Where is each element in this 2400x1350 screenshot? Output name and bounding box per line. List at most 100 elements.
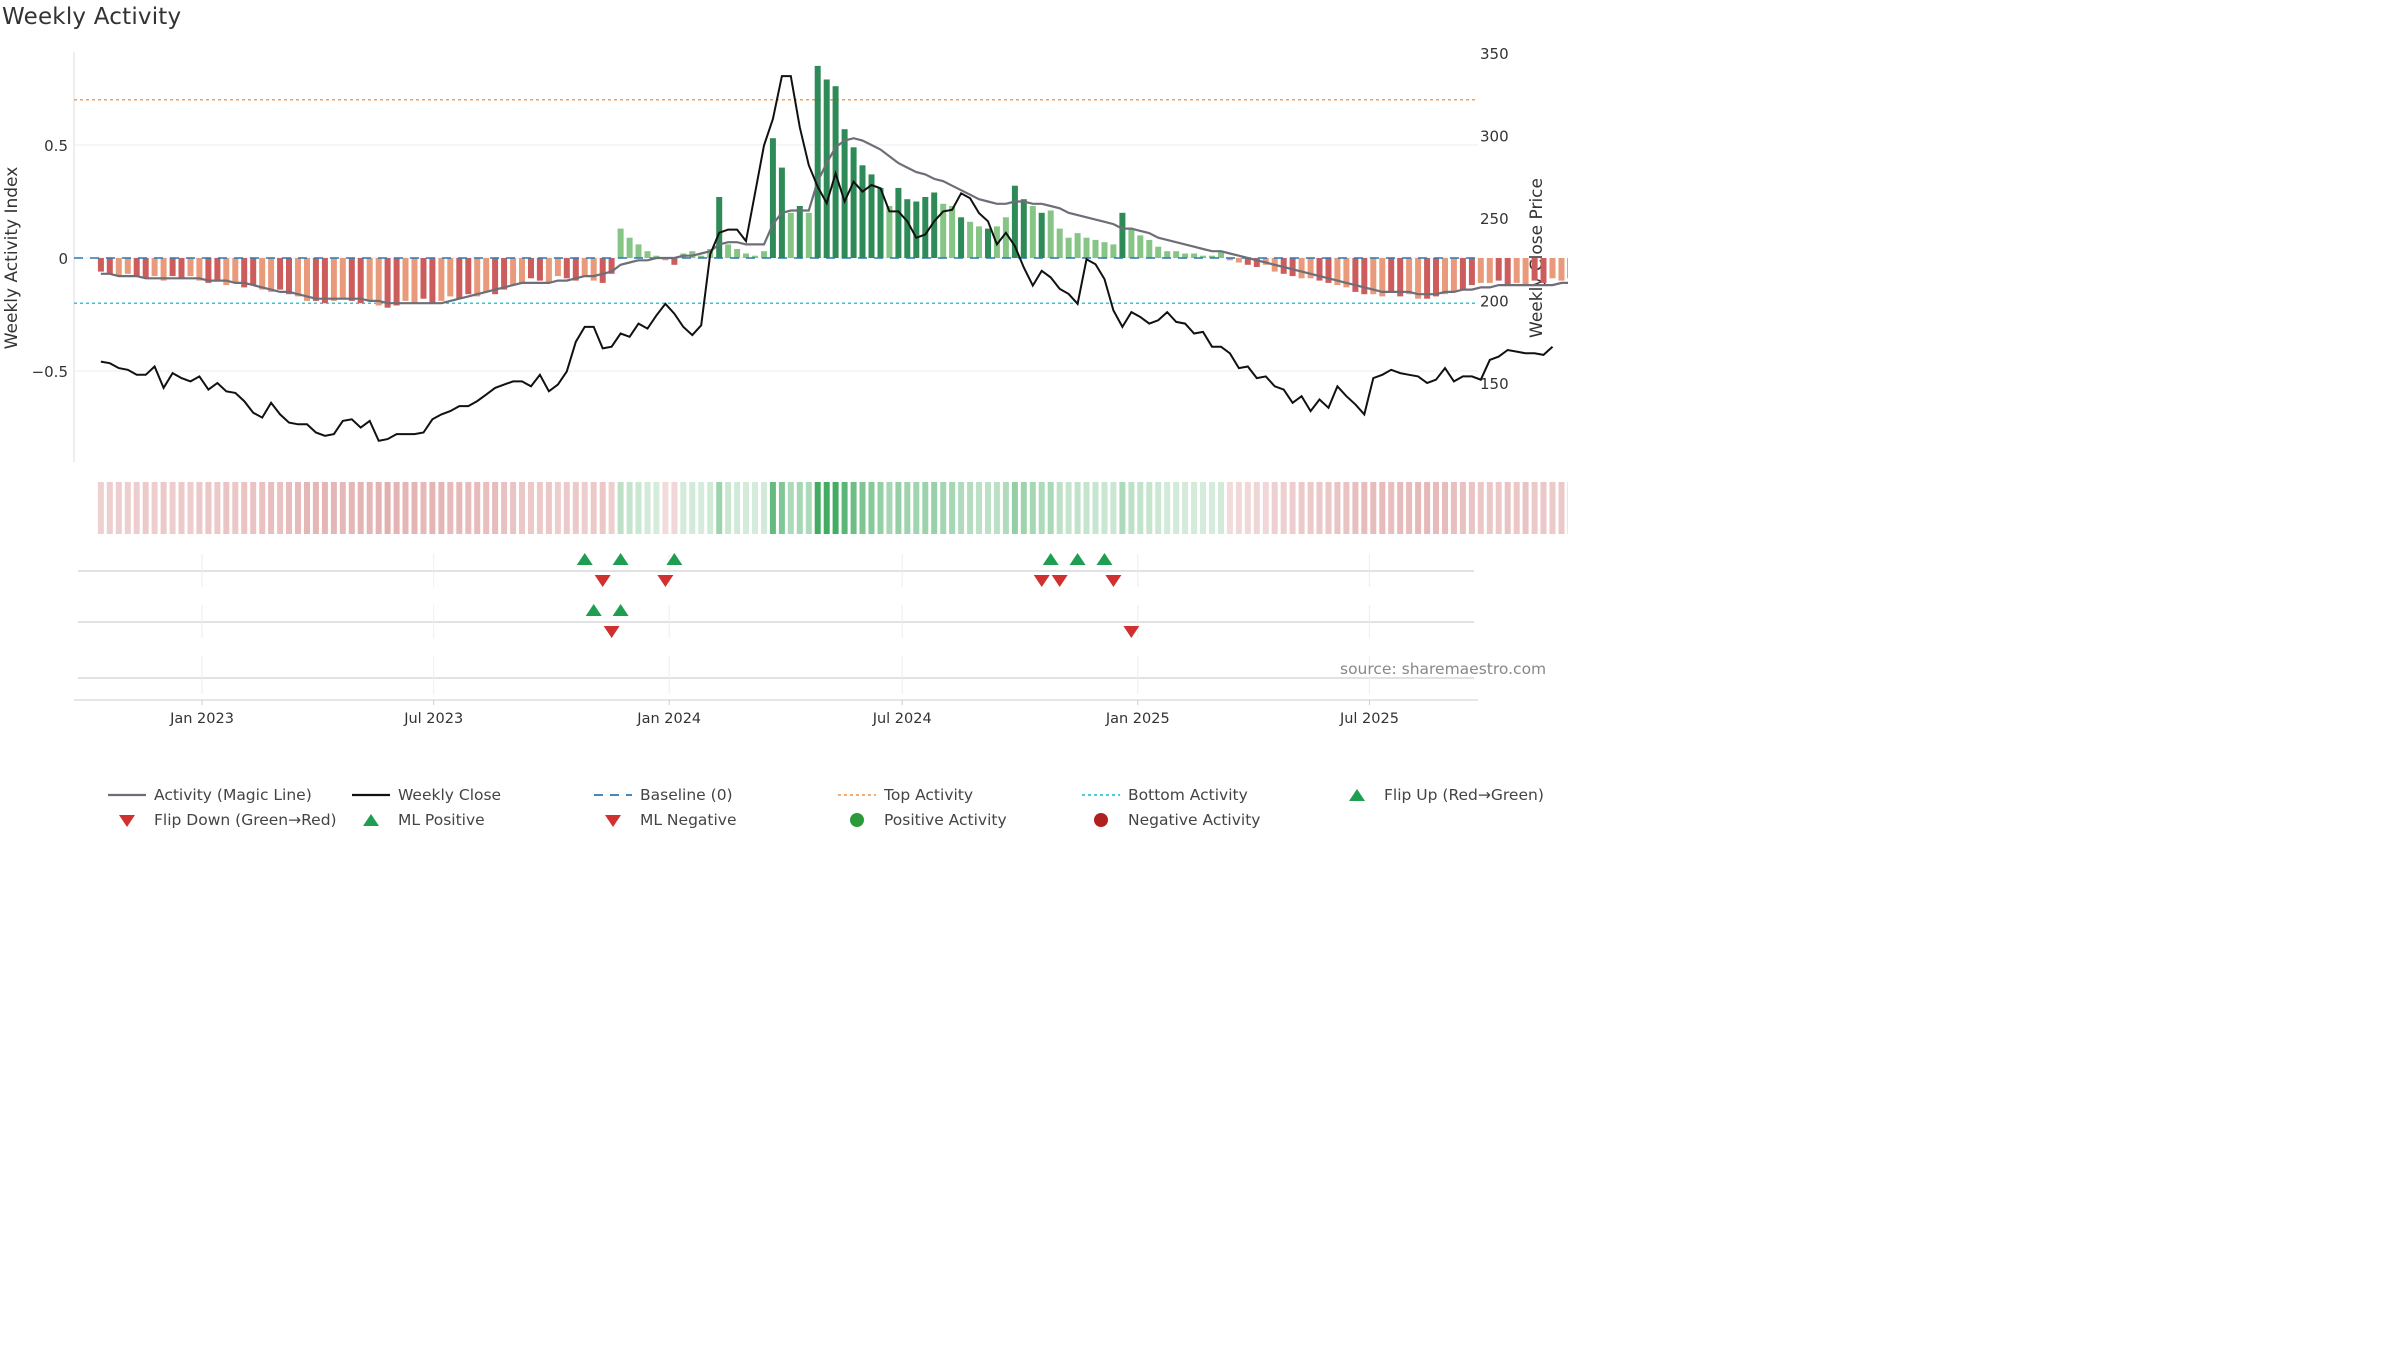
heat-cell bbox=[850, 482, 857, 534]
legend-symbol bbox=[352, 793, 390, 797]
heat-cell bbox=[133, 482, 140, 534]
legend-label: Activity (Magic Line) bbox=[154, 786, 312, 804]
activity-bar bbox=[1531, 258, 1538, 281]
heat-cell bbox=[519, 482, 525, 534]
legend-item: Baseline (0) bbox=[592, 786, 733, 804]
flip-up-marker bbox=[1042, 553, 1059, 565]
activity-bar bbox=[653, 255, 660, 258]
activity-bar bbox=[312, 258, 319, 301]
y-tick-label: 0.5 bbox=[44, 137, 68, 155]
activity-bar bbox=[1442, 258, 1448, 295]
legend-item: Bottom Activity bbox=[1080, 786, 1248, 804]
activity-bar bbox=[277, 258, 284, 290]
heat-cell bbox=[1450, 482, 1457, 534]
activity-bar bbox=[1450, 258, 1457, 292]
activity-bar bbox=[787, 212, 794, 258]
chart-canvas: 0.5 0 −0.5 350 300 250 200 150 Weekly Activity I… bbox=[2, 45, 1568, 727]
y2-tick-label: 250 bbox=[1480, 210, 1509, 228]
heat-cell bbox=[1567, 482, 1568, 534]
heat-cell bbox=[214, 482, 221, 534]
activity-bar bbox=[1370, 258, 1377, 295]
activity-bar bbox=[169, 258, 176, 277]
heat-cell bbox=[528, 482, 534, 534]
heat-cell bbox=[985, 482, 991, 534]
heat-cell bbox=[653, 482, 660, 534]
activity-bar bbox=[106, 258, 113, 274]
legend-symbol bbox=[838, 794, 876, 796]
activity-bar bbox=[1486, 258, 1493, 283]
heat-cell bbox=[752, 482, 758, 534]
activity-bar bbox=[716, 197, 723, 258]
heat-cell bbox=[1325, 482, 1332, 534]
heat-cell bbox=[232, 482, 239, 534]
heat-cell bbox=[1379, 482, 1386, 534]
activity-bar bbox=[1253, 258, 1260, 267]
activity-bar bbox=[1173, 251, 1180, 258]
activity-bar bbox=[644, 251, 651, 258]
activity-bar bbox=[1155, 246, 1162, 258]
activity-bar bbox=[841, 129, 848, 258]
activity-bar bbox=[1218, 251, 1224, 258]
activity-bar bbox=[1038, 212, 1045, 258]
heat-cell bbox=[743, 482, 749, 534]
heat-cell bbox=[1459, 482, 1466, 534]
activity-bar bbox=[438, 258, 445, 301]
heat-cell bbox=[1486, 482, 1493, 534]
legend-symbol bbox=[363, 814, 379, 826]
activity-bar bbox=[456, 258, 463, 299]
flip-down-marker bbox=[1033, 575, 1050, 587]
source-credit: source: sharemaestro.com bbox=[1340, 660, 1547, 678]
heat-cell bbox=[796, 482, 803, 534]
heat-cell bbox=[411, 482, 418, 534]
heat-cell bbox=[832, 482, 839, 534]
activity-bar bbox=[850, 147, 857, 258]
activity-bar bbox=[1415, 258, 1422, 299]
activity-bar bbox=[286, 258, 292, 295]
activity-bar bbox=[1209, 255, 1215, 258]
ml-negative-marker bbox=[603, 626, 620, 638]
activity-bar bbox=[671, 258, 678, 265]
activity-bar bbox=[1361, 258, 1368, 295]
heat-cell bbox=[393, 482, 400, 534]
heat-cell bbox=[357, 482, 364, 534]
activity-bar bbox=[528, 258, 534, 279]
activity-bar bbox=[743, 253, 749, 258]
heat-cell bbox=[590, 482, 597, 534]
activity-bar bbox=[1522, 258, 1529, 286]
activity-bar bbox=[501, 258, 508, 290]
activity-bar bbox=[142, 258, 149, 279]
heat-cell bbox=[554, 482, 561, 534]
activity-bar bbox=[133, 258, 140, 277]
activity-bar bbox=[519, 258, 525, 283]
legend-item: ML Positive bbox=[350, 811, 485, 829]
heat-cell bbox=[698, 482, 705, 534]
heat-cell bbox=[886, 482, 893, 534]
activity-bar bbox=[384, 258, 391, 308]
heat-cell bbox=[841, 482, 848, 534]
activity-bar bbox=[1200, 255, 1206, 258]
heat-cell bbox=[366, 482, 373, 534]
activity-bar bbox=[877, 187, 884, 258]
activity-bar bbox=[339, 258, 346, 299]
heat-cell bbox=[456, 482, 463, 534]
activity-bar bbox=[823, 79, 830, 258]
activity-bar bbox=[124, 258, 131, 274]
heat-cell bbox=[1110, 482, 1117, 534]
activity-bar bbox=[1558, 258, 1565, 281]
heat-cell bbox=[1011, 482, 1018, 534]
activity-bar bbox=[805, 212, 812, 258]
heat-cell bbox=[312, 482, 319, 534]
heat-cell bbox=[169, 482, 176, 534]
activity-bar bbox=[796, 206, 803, 258]
heat-cell bbox=[1477, 482, 1484, 534]
activity-bar bbox=[1298, 258, 1305, 279]
heat-cell bbox=[778, 482, 785, 534]
legend-symbol bbox=[1094, 813, 1108, 827]
x-tick-label: Jan 2024 bbox=[636, 711, 701, 727]
activity-bar bbox=[913, 201, 920, 258]
activity-bar bbox=[752, 255, 758, 258]
legend-symbol bbox=[594, 794, 632, 796]
legend-item: Weekly Close bbox=[350, 786, 501, 804]
heat-cell bbox=[1146, 482, 1153, 534]
activity-bar bbox=[510, 258, 517, 286]
